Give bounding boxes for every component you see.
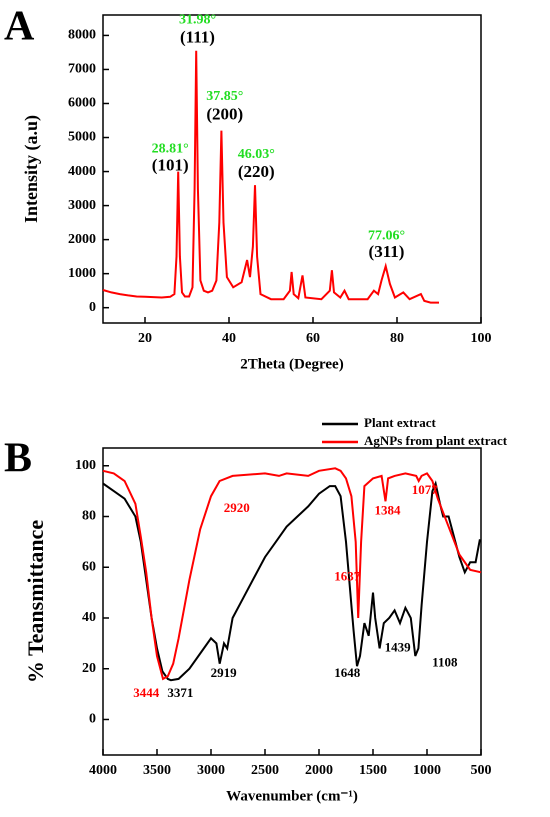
x-tick-label: 60 (306, 331, 320, 346)
panel-label: B (4, 436, 32, 482)
x-tick-label: 2000 (305, 763, 333, 778)
y-tick-label: 60 (82, 559, 96, 574)
annotation: (111) (180, 28, 215, 47)
x-axis-label: 2Theta (Degree) (240, 356, 343, 372)
annotation: (200) (206, 104, 243, 123)
y-tick-label: 7000 (68, 62, 96, 77)
y-tick-label: 80 (82, 509, 96, 524)
y-tick-label: 1000 (68, 266, 96, 281)
x-tick-label: 4000 (89, 763, 117, 778)
data-line (102, 480, 481, 682)
plot-frame (102, 14, 482, 324)
y-tick-label: 8000 (68, 28, 96, 43)
plot-frame (102, 447, 482, 756)
y-tick-label: 4000 (68, 164, 96, 179)
y-tick-label: 40 (82, 610, 96, 625)
annotation: 1077 (412, 482, 439, 497)
annotation: 1439 (385, 639, 412, 654)
annotation: 1384 (374, 502, 401, 517)
x-tick-label: 3000 (197, 763, 225, 778)
annotation: (220) (238, 162, 275, 181)
annotation: (101) (152, 155, 189, 174)
legend-label: Plant extract (364, 415, 437, 430)
y-tick-label: 100 (75, 458, 96, 473)
y-tick-label: 0 (89, 300, 96, 315)
annotation: 1108 (432, 655, 458, 670)
y-axis-label: Intensity (a.u) (21, 115, 42, 223)
annotation: 3371 (167, 685, 193, 700)
x-tick-label: 40 (222, 331, 236, 346)
annotation: 37.85° (206, 89, 243, 104)
legend-label: AgNPs from plant extract (364, 433, 508, 448)
y-tick-label: 2000 (68, 232, 96, 247)
annotation: 46.03° (238, 147, 275, 162)
y-axis-label: % Teansmittance (23, 520, 48, 683)
x-tick-label: 1500 (359, 763, 387, 778)
x-tick-label: 80 (390, 331, 404, 346)
annotation: 3444 (133, 685, 160, 700)
annotation: (311) (369, 242, 405, 261)
x-axis-label: Wavenumber (cm⁻¹) (226, 788, 358, 804)
y-tick-label: 6000 (68, 96, 96, 111)
y-tick-label: 5000 (68, 130, 96, 145)
x-tick-label: 20 (138, 331, 152, 346)
x-tick-label: 3500 (143, 763, 171, 778)
annotation: 28.81° (152, 142, 189, 157)
annotation: 77.06° (368, 228, 405, 243)
data-line (102, 50, 439, 304)
x-tick-label: 100 (471, 331, 492, 346)
y-tick-label: 0 (89, 712, 96, 727)
annotation: 1637 (334, 568, 361, 583)
annotation: 2919 (211, 665, 238, 680)
y-tick-label: 20 (82, 661, 96, 676)
x-tick-label: 500 (471, 763, 492, 778)
y-tick-label: 3000 (68, 198, 96, 213)
panel-label: A (4, 4, 35, 50)
x-tick-label: 1000 (413, 763, 441, 778)
data-line (102, 467, 482, 681)
annotation: 2920 (224, 500, 250, 515)
x-tick-label: 2500 (251, 763, 279, 778)
annotation: 31.98° (179, 12, 216, 27)
annotation: 1648 (334, 665, 361, 680)
